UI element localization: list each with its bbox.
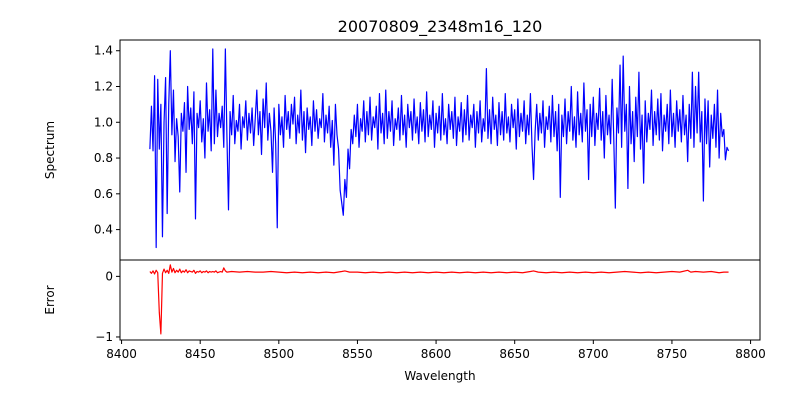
x-tick-label: 8800 <box>735 347 766 361</box>
x-tick-label: 8500 <box>264 347 295 361</box>
x-tick-label: 8650 <box>499 347 530 361</box>
spectrum-panel: 0.4 0.6 0.8 1.0 1.2 1.4 Spectrum <box>43 39 761 261</box>
x-axis-ticks: 8400 8450 8500 8550 8600 8650 8700 8750 8800 <box>106 340 766 361</box>
error-y-tick-label: 0 <box>105 269 113 283</box>
spectrum-y-ticks: 0.4 0.6 0.8 1.0 1.2 1.4 <box>94 44 120 237</box>
x-tick-label: 8400 <box>106 347 137 361</box>
x-tick-label: 8600 <box>421 347 452 361</box>
error-line <box>149 264 729 335</box>
spectrum-line <box>149 48 730 249</box>
chart-title: 20070809_2348m16_120 <box>338 17 543 37</box>
error-axes-frame <box>119 259 761 341</box>
x-axis-label: Wavelength <box>404 369 475 383</box>
error-series <box>149 264 729 335</box>
error-y-ticks: 0 −1 <box>95 269 120 344</box>
spectrum-y-tick-label: 1.4 <box>94 44 113 58</box>
spectrum-y-tick-label: 1.2 <box>94 80 113 94</box>
spectrum-y-tick-label: 0.4 <box>94 223 113 237</box>
error-y-tick-label: −1 <box>95 330 113 344</box>
spectrum-y-tick-label: 0.8 <box>94 151 113 165</box>
spectrum-y-axis-label: Spectrum <box>43 121 57 179</box>
error-panel: 0 −1 Error <box>43 259 761 344</box>
spectrum-series <box>149 48 730 249</box>
spectrum-axes-frame <box>119 39 761 261</box>
x-tick-label: 8450 <box>185 347 216 361</box>
spectrum-y-tick-label: 0.6 <box>94 187 113 201</box>
x-tick-label: 8750 <box>657 347 688 361</box>
error-y-axis-label: Error <box>43 285 57 314</box>
x-tick-label: 8550 <box>342 347 373 361</box>
x-tick-label: 8700 <box>578 347 609 361</box>
spectrum-y-tick-label: 1.0 <box>94 115 113 129</box>
